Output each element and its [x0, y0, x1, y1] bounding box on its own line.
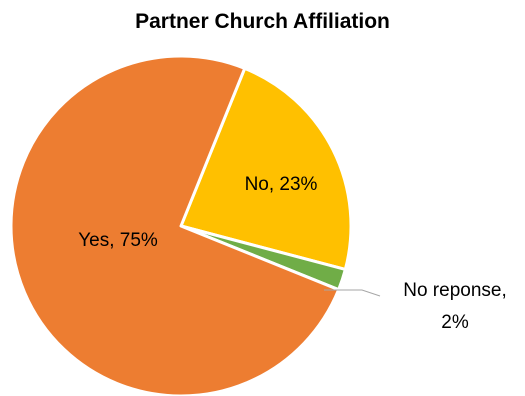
pie-slice-no [179, 66, 353, 271]
data-label-no-reponse-line-1: No reponse, [403, 280, 507, 301]
data-label-no-reponse-line-2: 2% [441, 312, 469, 333]
pie-data-labels: No, 23% No reponse, 2% Yes, 75% [78, 174, 507, 333]
pie-slices [9, 54, 353, 396]
pie-slice-yes [9, 54, 341, 396]
data-label-yes: Yes, 75% [78, 230, 158, 251]
chart-title: Partner Church Affiliation [135, 10, 390, 33]
data-label-no: No, 23% [245, 174, 318, 195]
leader-line-no-reponse [324, 289, 381, 297]
